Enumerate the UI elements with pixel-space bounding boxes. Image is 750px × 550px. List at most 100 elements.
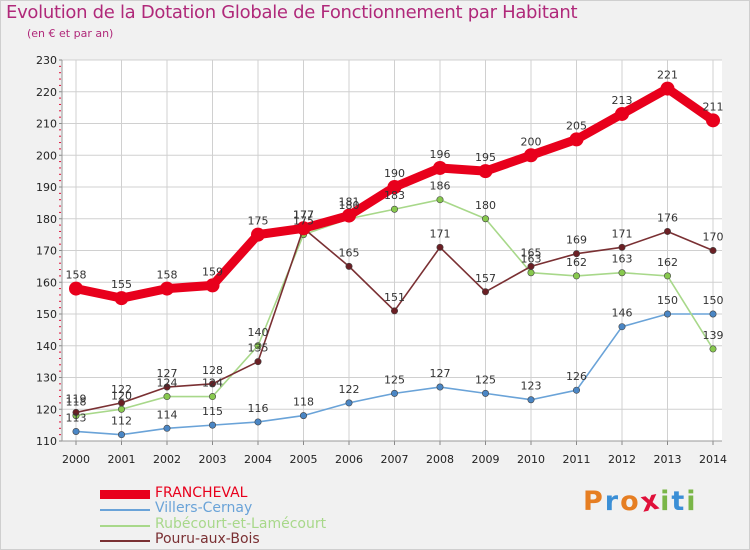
legend-swatch-villers-cernay — [100, 509, 150, 511]
data-point-rub-court-et-lam-court — [390, 205, 398, 213]
data-label-francheval: 200 — [521, 135, 542, 148]
y-tick-label: 170 — [36, 245, 57, 258]
data-point-francheval — [660, 81, 675, 96]
data-point-villers-cernay — [345, 399, 353, 407]
data-point-villers-cernay — [618, 323, 626, 331]
data-point-pouru-aux-bois — [436, 243, 444, 251]
data-point-villers-cernay — [209, 421, 217, 429]
data-point-francheval — [251, 227, 265, 242]
x-tick-label: 2000 — [62, 453, 90, 466]
data-point-pouru-aux-bois — [663, 227, 671, 235]
data-point-pouru-aux-bois — [481, 288, 489, 296]
x-tick-label: 2009 — [472, 453, 500, 466]
data-point-villers-cernay — [572, 386, 580, 394]
data-point-francheval — [205, 278, 220, 293]
data-point-villers-cernay — [72, 427, 80, 435]
data-label-rub-court-et-lam-court: 175 — [293, 215, 314, 228]
data-point-villers-cernay — [527, 396, 535, 404]
data-point-villers-cernay — [118, 431, 126, 439]
data-point-villers-cernay — [390, 389, 398, 397]
x-tick-label: 2004 — [244, 453, 272, 466]
data-point-francheval — [296, 221, 311, 236]
x-tick-label: 2008 — [426, 453, 454, 466]
logo-letter: o — [620, 486, 641, 517]
x-tick-label: 2007 — [381, 453, 409, 466]
legend-label-rub-court-et-lam-court: Rubécourt-et-Lamécourt — [155, 516, 327, 532]
data-label-rub-court-et-lam-court: 139 — [703, 329, 724, 342]
x-tick-label: 2013 — [654, 453, 682, 466]
legend-swatch-pouru-aux-bois — [100, 540, 150, 542]
y-tick-label: 220 — [36, 86, 57, 99]
data-label-villers-cernay: 118 — [293, 396, 314, 409]
data-label-francheval: 211 — [703, 100, 724, 113]
data-label-francheval: 158 — [66, 269, 87, 282]
data-label-villers-cernay: 146 — [612, 307, 633, 320]
data-point-villers-cernay — [663, 310, 671, 318]
chart-subtitle: (en € et par an) — [27, 27, 114, 40]
data-label-rub-court-et-lam-court: 183 — [384, 189, 405, 202]
data-label-francheval: 175 — [248, 215, 269, 228]
data-label-villers-cernay: 122 — [339, 383, 360, 396]
data-point-rub-court-et-lam-court — [481, 215, 489, 223]
data-point-pouru-aux-bois — [572, 250, 580, 258]
x-tick-label: 2001 — [108, 453, 136, 466]
data-label-francheval: 213 — [612, 94, 633, 107]
data-point-rub-court-et-lam-court — [436, 196, 444, 204]
data-point-francheval — [342, 208, 356, 223]
data-point-rub-court-et-lam-court — [709, 345, 717, 353]
legend-swatch-rub-court-et-lam-court — [100, 525, 150, 527]
data-label-francheval: 181 — [339, 196, 360, 209]
data-point-pouru-aux-bois — [72, 408, 80, 416]
logo-letter: P — [583, 486, 605, 517]
data-label-pouru-aux-bois: 169 — [566, 234, 587, 247]
data-point-pouru-aux-bois — [527, 262, 535, 270]
data-label-rub-court-et-lam-court: 162 — [566, 256, 587, 269]
data-label-villers-cernay: 150 — [657, 294, 678, 307]
data-point-rub-court-et-lam-court — [163, 393, 171, 401]
logo-letter: r — [604, 486, 621, 517]
data-label-pouru-aux-bois: 128 — [202, 364, 223, 377]
data-label-rub-court-et-lam-court: 180 — [475, 199, 496, 212]
data-point-villers-cernay — [709, 310, 717, 318]
data-point-francheval — [114, 291, 129, 306]
data-point-pouru-aux-bois — [254, 358, 262, 366]
data-label-villers-cernay: 116 — [248, 402, 269, 415]
data-point-pouru-aux-bois — [163, 383, 171, 391]
data-label-rub-court-et-lam-court: 140 — [248, 326, 269, 339]
data-point-villers-cernay — [299, 412, 307, 420]
data-point-rub-court-et-lam-court — [118, 405, 126, 413]
data-point-francheval — [524, 148, 538, 163]
data-label-pouru-aux-bois: 165 — [521, 246, 542, 259]
data-label-rub-court-et-lam-court: 124 — [157, 377, 178, 390]
y-tick-label: 180 — [36, 213, 57, 226]
data-label-villers-cernay: 115 — [202, 405, 223, 418]
data-point-francheval — [387, 180, 402, 194]
data-point-rub-court-et-lam-court — [209, 393, 217, 401]
legend-label-pouru-aux-bois: Pouru-aux-Bois — [155, 531, 260, 547]
data-label-francheval: 190 — [384, 167, 405, 180]
data-label-rub-court-et-lam-court: 163 — [612, 253, 633, 266]
y-tick-label: 230 — [36, 54, 57, 67]
y-tick-label: 110 — [36, 435, 57, 448]
data-point-rub-court-et-lam-court — [572, 272, 580, 280]
data-point-pouru-aux-bois — [118, 399, 126, 407]
x-tick-label: 2012 — [608, 453, 636, 466]
data-label-pouru-aux-bois: 151 — [384, 291, 405, 304]
data-label-pouru-aux-bois: 135 — [248, 342, 269, 355]
y-tick-label: 120 — [36, 403, 57, 416]
data-label-villers-cernay: 127 — [430, 367, 451, 380]
data-point-francheval — [160, 281, 174, 296]
y-tick-label: 130 — [36, 372, 57, 385]
data-label-rub-court-et-lam-court: 124 — [202, 377, 223, 390]
data-label-villers-cernay: 114 — [157, 408, 178, 421]
data-label-villers-cernay: 123 — [521, 380, 542, 393]
data-label-villers-cernay: 126 — [566, 370, 587, 383]
data-point-pouru-aux-bois — [345, 262, 353, 270]
y-tick-label: 210 — [36, 118, 57, 131]
x-tick-label: 2014 — [699, 453, 727, 466]
data-label-pouru-aux-bois: 157 — [475, 272, 496, 285]
data-label-rub-court-et-lam-court: 180 — [339, 199, 360, 212]
data-point-pouru-aux-bois — [618, 243, 626, 251]
data-label-pouru-aux-bois: 127 — [157, 367, 178, 380]
